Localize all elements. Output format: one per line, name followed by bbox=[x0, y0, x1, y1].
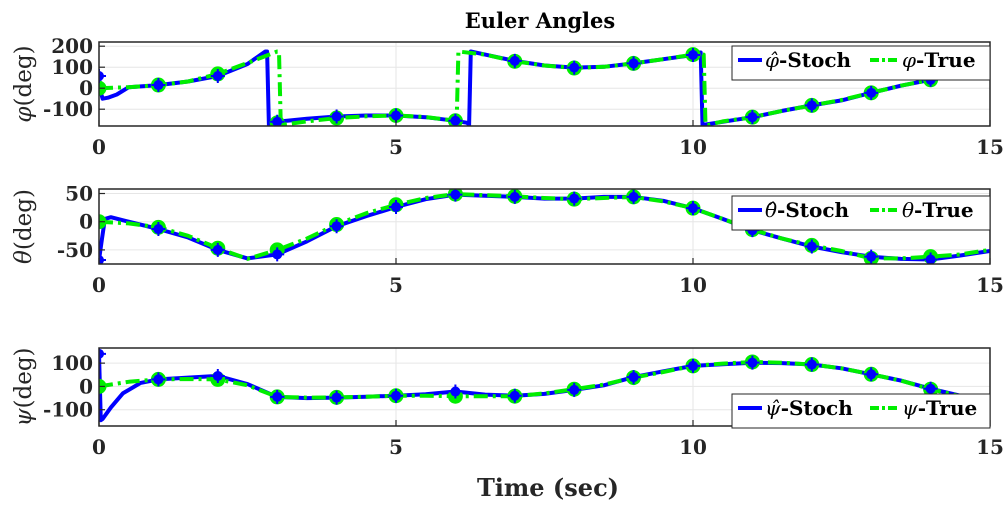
marker-stoch-star bbox=[923, 252, 938, 264]
x-axis-label: Time (sec) bbox=[477, 473, 619, 502]
marker-stoch-star bbox=[329, 109, 344, 124]
legend-label-true: ψ-True bbox=[902, 396, 977, 420]
y-tick-label: 0 bbox=[79, 76, 93, 100]
marker-stoch-star bbox=[686, 48, 700, 63]
marker-stoch-star bbox=[270, 389, 285, 404]
y-tick-label: -100 bbox=[43, 97, 93, 121]
marker-stoch-star bbox=[686, 358, 700, 373]
marker-stoch-star bbox=[804, 239, 819, 254]
x-tick-label: 10 bbox=[679, 135, 707, 159]
x-tick-label: 15 bbox=[976, 273, 1004, 297]
legend-label-stoch: φ̂-Stoch bbox=[765, 48, 852, 72]
marker-stoch-star bbox=[270, 114, 285, 126]
marker-stoch-star bbox=[99, 253, 106, 264]
legend-label-true: φ-True bbox=[902, 48, 976, 72]
marker-stoch-star bbox=[507, 189, 522, 204]
marker-stoch-star bbox=[329, 219, 344, 234]
marker-stoch-star bbox=[745, 355, 760, 370]
marker-stoch-star bbox=[389, 200, 403, 215]
marker-stoch-star bbox=[804, 98, 819, 113]
marker-stoch-star bbox=[626, 189, 641, 204]
y-tick-label: 0 bbox=[79, 210, 93, 234]
x-tick-label: 0 bbox=[92, 135, 106, 159]
marker-stoch-star bbox=[864, 85, 879, 100]
marker-stoch-star bbox=[210, 368, 225, 383]
x-tick-label: 0 bbox=[92, 435, 106, 459]
x-tick-label: 5 bbox=[389, 435, 403, 459]
axes-box bbox=[98, 41, 991, 127]
x-tick-label: 15 bbox=[976, 135, 1004, 159]
x-tick-label: 5 bbox=[389, 273, 403, 297]
y-axis-label: φ(deg) bbox=[11, 45, 37, 122]
marker-stoch-star bbox=[210, 69, 225, 84]
marker-stoch-star bbox=[151, 222, 166, 237]
y-tick-label: -100 bbox=[43, 398, 93, 422]
marker-stoch-star bbox=[567, 60, 582, 75]
legend: ψ̂-Stoch ψ-True bbox=[731, 393, 991, 429]
series-line-true bbox=[99, 360, 990, 403]
y-tick-label: 200 bbox=[51, 34, 93, 58]
marker-stoch-star bbox=[626, 370, 641, 385]
y-axis-label: θ(deg) bbox=[11, 189, 37, 264]
marker-stoch-star bbox=[99, 348, 106, 361]
series-line-true bbox=[99, 192, 990, 261]
legend-label-true: θ-True bbox=[902, 198, 974, 222]
legend-label-stoch: θ̂-Stoch bbox=[765, 198, 850, 222]
subplot-θ-axes: 0 5 10 15 50 0 -50 θ(deg) θ̂-Stoch θ-True bbox=[11, 182, 1004, 297]
marker-stoch-star bbox=[864, 249, 879, 264]
marker-stoch-star bbox=[507, 53, 522, 68]
marker-stoch-star bbox=[567, 382, 582, 397]
marker-stoch-star bbox=[626, 56, 641, 71]
legend: φ̂-Stoch φ-True bbox=[731, 45, 991, 81]
figure-title: Euler Angles bbox=[465, 8, 615, 33]
x-tick-label: 5 bbox=[389, 135, 403, 159]
legend-label-stoch: ψ̂-Stoch bbox=[765, 396, 853, 420]
marker-stoch-star bbox=[448, 189, 463, 202]
marker-stoch-star bbox=[329, 390, 344, 405]
x-tick-label: 0 bbox=[92, 273, 106, 297]
marker-stoch-star bbox=[210, 242, 225, 257]
marker-stoch-star bbox=[923, 381, 938, 396]
y-tick-label: 0 bbox=[79, 374, 93, 398]
y-tick-label: 100 bbox=[51, 351, 93, 375]
x-tick-label: 10 bbox=[679, 273, 707, 297]
y-tick-label: 50 bbox=[65, 182, 93, 206]
legend: θ̂-Stoch θ-True bbox=[731, 195, 991, 231]
y-axis-label: ψ(deg) bbox=[11, 347, 37, 426]
marker-stoch-star bbox=[507, 388, 522, 403]
y-tick-label: -50 bbox=[57, 238, 93, 262]
marker-stoch-star bbox=[567, 191, 582, 206]
marker-stoch-star bbox=[151, 78, 166, 93]
marker-stoch-star bbox=[151, 372, 166, 387]
marker-stoch-star bbox=[389, 388, 403, 403]
marker-stoch-star bbox=[448, 384, 463, 399]
marker-stoch-star bbox=[99, 69, 106, 84]
marker-stoch-star bbox=[686, 201, 700, 216]
y-tick-label: 100 bbox=[51, 55, 93, 79]
marker-stoch-star bbox=[804, 357, 819, 372]
marker-stoch-star bbox=[864, 367, 879, 382]
x-tick-label: 10 bbox=[679, 435, 707, 459]
marker-stoch-star bbox=[270, 247, 285, 262]
marker-stoch-star bbox=[745, 110, 760, 125]
x-tick-label: 15 bbox=[976, 435, 1004, 459]
